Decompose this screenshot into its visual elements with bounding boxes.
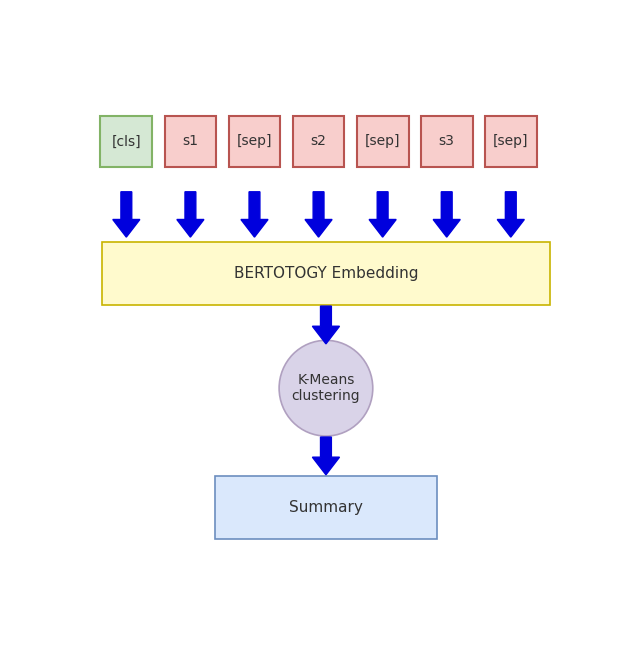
Text: s2: s2 xyxy=(310,135,326,148)
Ellipse shape xyxy=(279,340,373,436)
Polygon shape xyxy=(369,192,396,237)
Text: s3: s3 xyxy=(439,135,455,148)
Text: [cls]: [cls] xyxy=(111,135,141,148)
Polygon shape xyxy=(177,192,204,237)
Polygon shape xyxy=(312,306,340,344)
FancyBboxPatch shape xyxy=(102,242,550,305)
Polygon shape xyxy=(433,192,460,237)
FancyBboxPatch shape xyxy=(100,116,152,167)
Text: [sep]: [sep] xyxy=(365,135,401,148)
Polygon shape xyxy=(305,192,332,237)
Text: [sep]: [sep] xyxy=(237,135,272,148)
Text: BERTOTOGY Embedding: BERTOTOGY Embedding xyxy=(233,266,418,281)
FancyBboxPatch shape xyxy=(215,476,437,540)
Polygon shape xyxy=(312,437,340,475)
FancyBboxPatch shape xyxy=(228,116,280,167)
FancyBboxPatch shape xyxy=(293,116,345,167)
Text: s1: s1 xyxy=(183,135,198,148)
FancyBboxPatch shape xyxy=(421,116,473,167)
Polygon shape xyxy=(497,192,524,237)
FancyBboxPatch shape xyxy=(357,116,408,167)
FancyBboxPatch shape xyxy=(485,116,537,167)
Text: Summary: Summary xyxy=(289,500,363,515)
Polygon shape xyxy=(241,192,268,237)
Text: K-Means
clustering: K-Means clustering xyxy=(292,373,360,404)
Text: [sep]: [sep] xyxy=(493,135,529,148)
Polygon shape xyxy=(113,192,140,237)
FancyBboxPatch shape xyxy=(165,116,216,167)
